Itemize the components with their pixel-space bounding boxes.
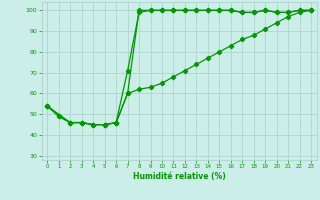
X-axis label: Humidité relative (%): Humidité relative (%) [133, 172, 226, 181]
